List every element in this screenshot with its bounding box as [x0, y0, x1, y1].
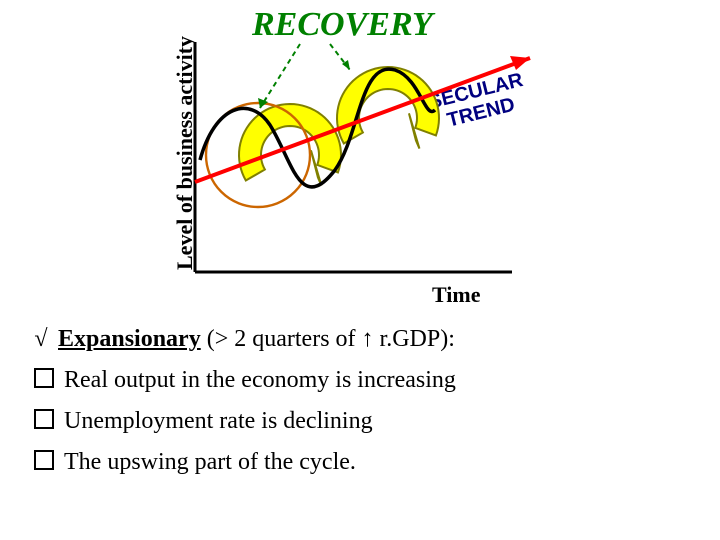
business-cycle-chart [0, 0, 720, 320]
checkbox-icon [34, 409, 54, 429]
checkbox-icon [34, 450, 54, 470]
heading-tail: (> 2 quarters of ↑ r.GDP): [201, 326, 455, 352]
bullet-item: Real output in the economy is increasing [30, 367, 690, 394]
bullet-text: Unemployment rate is declining [64, 408, 373, 434]
heading-word: Expansionary [58, 326, 201, 352]
bullet-list: √ Expansionary (> 2 quarters of ↑ r.GDP)… [30, 326, 690, 490]
bullet-item: Unemployment rate is declining [30, 408, 690, 435]
bullet-text: The upswing part of the cycle. [64, 449, 356, 475]
bullet-item: The upswing part of the cycle. [30, 449, 690, 476]
checkbox-icon [34, 368, 54, 388]
slide: { "chart": { "title": "RECOVERY", "title… [0, 0, 720, 540]
bullet-text: Real output in the economy is increasing [64, 367, 456, 393]
heading-line: √ Expansionary (> 2 quarters of ↑ r.GDP)… [30, 326, 690, 353]
check-root-icon: √ [30, 326, 52, 353]
